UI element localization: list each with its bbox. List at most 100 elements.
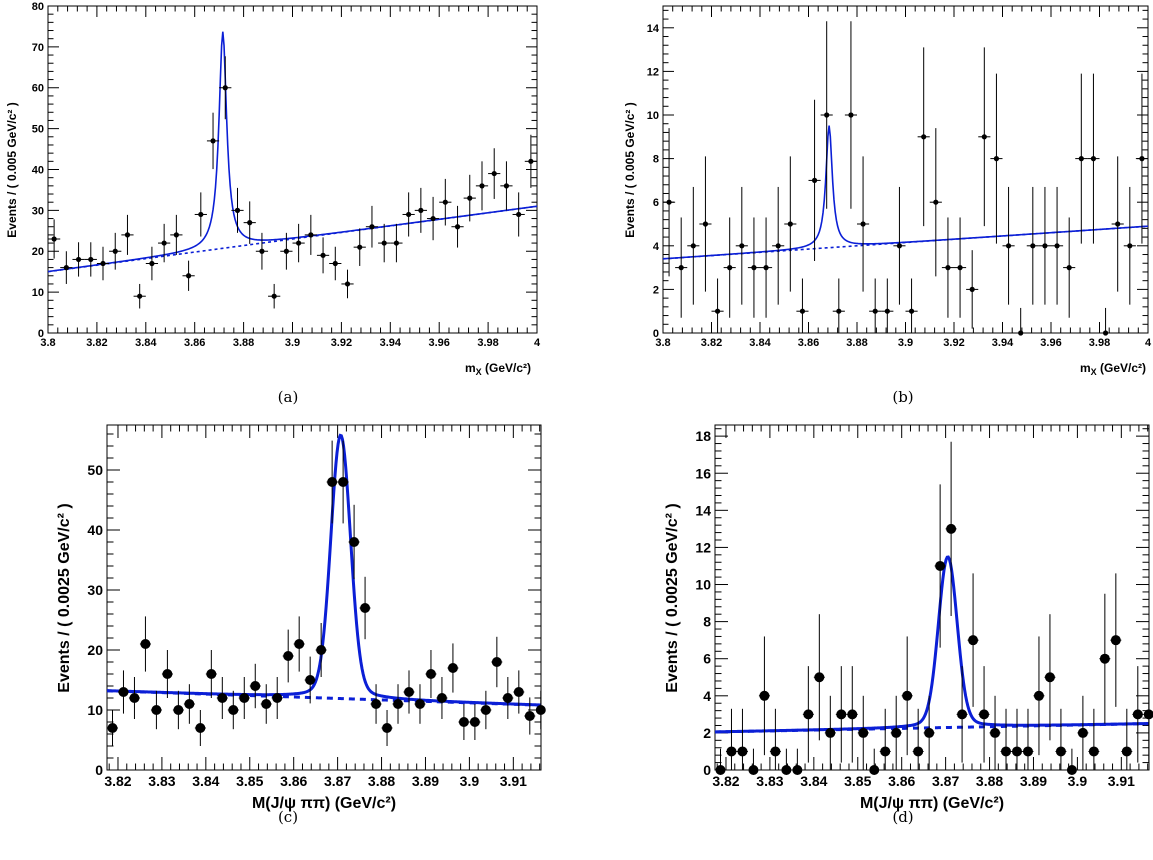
data-point (480, 690, 492, 730)
data-marker (535, 705, 546, 715)
data-point (796, 278, 809, 333)
data-marker (436, 693, 447, 703)
data-point (780, 748, 792, 775)
data-point (723, 217, 736, 318)
data-point (967, 573, 979, 707)
data-marker (112, 248, 118, 254)
x-tick-label: 3.85 (844, 773, 871, 789)
data-marker (913, 746, 924, 757)
data-point (675, 217, 688, 318)
data-marker (479, 183, 485, 189)
data-marker (759, 690, 770, 701)
data-point (304, 214, 317, 255)
data-point (1075, 73, 1088, 244)
x-tick-label: 3.92 (331, 337, 352, 349)
x-tick-label: 3.82 (104, 773, 131, 789)
data-marker (403, 687, 414, 697)
data-point (524, 134, 537, 188)
data-marker (726, 746, 737, 757)
data-point (353, 228, 366, 266)
plot-frame (714, 424, 1150, 771)
x-axis-label: mX (GeV/c²) (1080, 361, 1146, 377)
data-marker (896, 243, 903, 249)
x-tick-label: 3.9 (898, 337, 913, 349)
data-point (425, 650, 437, 698)
data-marker (234, 207, 241, 213)
data-point (934, 484, 946, 648)
data-marker (137, 293, 143, 299)
data-point (699, 156, 712, 292)
data-marker (327, 477, 338, 487)
plot-frame (47, 5, 538, 334)
data-marker (198, 211, 204, 218)
data-marker (239, 693, 250, 703)
data-marker (1005, 243, 1012, 249)
y-tick-label: 8 (703, 614, 711, 630)
data-marker (945, 265, 951, 271)
data-marker (100, 260, 106, 267)
x-tick-label: 3.84 (800, 773, 827, 789)
y-tick-label: 12 (695, 539, 711, 555)
data-marker (393, 240, 400, 246)
x-tick-label: 3.82 (86, 337, 107, 349)
data-marker (1022, 746, 1033, 757)
y-tick-label: 12 (647, 66, 659, 78)
data-marker (848, 112, 854, 118)
data-marker (946, 523, 957, 534)
data-marker (418, 207, 424, 213)
x-axis-label: M(J/ψ ππ) (GeV/c²) (252, 795, 396, 812)
y-tick-label: 30 (87, 582, 103, 598)
y-tick-label: 60 (32, 83, 44, 95)
plot-frame (106, 424, 542, 771)
y-axis-label: Events / ( 0.005 GeV/c² ) (5, 102, 19, 237)
data-marker (503, 183, 510, 189)
data-marker (491, 657, 502, 667)
data-marker (1055, 746, 1066, 757)
data-marker (1127, 243, 1133, 249)
data-point (426, 196, 440, 241)
data-marker (1139, 156, 1145, 162)
data-point (502, 677, 514, 719)
x-tick-label: 3.96 (1040, 337, 1061, 349)
data-point (96, 246, 110, 281)
y-tick-label: 20 (32, 246, 44, 258)
data-point (469, 704, 481, 740)
data-point (365, 205, 379, 248)
x-tick-label: 3.9 (285, 337, 300, 349)
data-marker (811, 177, 818, 183)
data-point (1033, 636, 1045, 756)
data-marker (442, 199, 448, 205)
data-point (758, 636, 770, 756)
data-point (414, 684, 426, 724)
data-marker (792, 765, 803, 775)
data-point (820, 21, 833, 209)
data-point (835, 666, 847, 763)
data-marker (1099, 653, 1110, 664)
y-tick-label: 40 (87, 522, 103, 538)
data-marker (369, 224, 375, 230)
data-marker (1042, 243, 1048, 249)
data-marker (814, 672, 825, 683)
data-marker (491, 170, 497, 177)
data-point (249, 663, 261, 709)
data-marker (860, 221, 866, 227)
data-point (150, 690, 162, 730)
data-point (304, 656, 316, 704)
data-point (161, 650, 173, 698)
data-point (772, 186, 785, 305)
data-marker (516, 211, 522, 218)
data-marker (124, 232, 131, 238)
x-tick-label: 3.98 (477, 337, 498, 349)
data-point (227, 690, 239, 730)
data-point (128, 677, 140, 719)
data-marker (107, 723, 118, 733)
data-point (359, 576, 371, 640)
data-marker (344, 281, 351, 287)
data-marker (272, 693, 283, 703)
data-point (1110, 573, 1122, 707)
x-tick-label: 3.87 (932, 773, 959, 789)
x-tick-label: 3.86 (184, 337, 205, 349)
data-point (392, 684, 404, 724)
data-point (663, 128, 676, 277)
x-tick-label: 3.88 (233, 337, 254, 349)
